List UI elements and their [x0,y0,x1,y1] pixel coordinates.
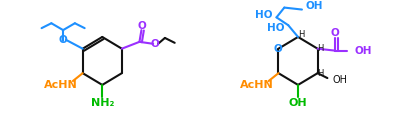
Text: OH: OH [354,46,371,56]
Text: HO: HO [266,23,284,33]
Text: H: H [317,44,323,53]
Text: HO: HO [254,10,272,20]
Text: H: H [317,69,323,78]
Text: O: O [273,44,281,54]
Text: O: O [330,28,339,38]
Text: OH: OH [332,75,347,85]
Text: AcHN: AcHN [240,80,273,90]
Text: O: O [137,21,145,31]
Text: AcHN: AcHN [44,80,78,90]
Text: O: O [150,39,159,49]
Text: OH: OH [288,98,306,108]
Text: NH₂: NH₂ [90,98,114,108]
Text: OH: OH [305,1,323,11]
Text: O: O [59,35,67,45]
Text: H: H [297,30,304,39]
